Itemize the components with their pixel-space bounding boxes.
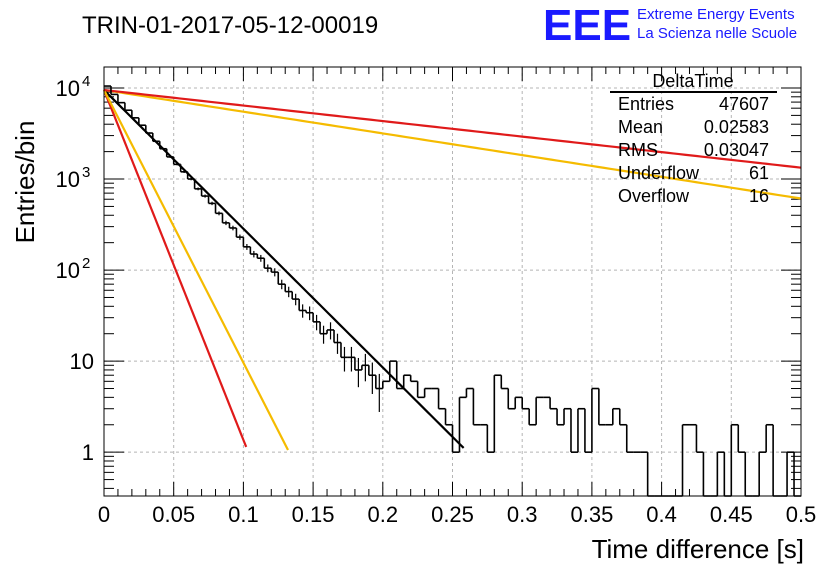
stats-value: 61 bbox=[749, 163, 769, 183]
y-tick-label: 10 bbox=[56, 167, 80, 192]
fit-curve bbox=[103, 88, 802, 169]
y-tick-label: 1 bbox=[82, 440, 94, 465]
x-tick-label: 0.05 bbox=[152, 502, 195, 527]
fit-curve bbox=[103, 88, 802, 200]
x-tick-label: 0.5 bbox=[786, 502, 817, 527]
y-axis-label: Entries/bin bbox=[10, 121, 40, 244]
plot-frame bbox=[103, 66, 802, 497]
chart-title: TRIN-01-2017-05-12-00019 bbox=[82, 12, 378, 39]
y-tick-label: 10 bbox=[56, 258, 80, 283]
stats-box-name: DeltaTime bbox=[652, 71, 733, 91]
fit-curve bbox=[103, 89, 289, 451]
x-tick-label: 0 bbox=[98, 502, 110, 527]
fit-curve bbox=[103, 89, 465, 449]
stats-label: Mean bbox=[618, 117, 663, 137]
stats-label: Overflow bbox=[618, 186, 690, 206]
stats-value: 16 bbox=[749, 186, 769, 206]
stats-label: Entries bbox=[618, 94, 674, 114]
stats-value: 0.02583 bbox=[704, 117, 769, 137]
y-tick-label: 10 bbox=[70, 349, 94, 374]
x-tick-label: 0.2 bbox=[368, 502, 399, 527]
histogram bbox=[104, 85, 801, 497]
x-axis-label: Time difference [s] bbox=[592, 534, 804, 564]
logo-mark: EEE bbox=[543, 1, 631, 50]
y-tick-exponent: 3 bbox=[82, 164, 90, 181]
x-tick-label: 0.35 bbox=[570, 502, 613, 527]
stats-value: 0.03047 bbox=[704, 140, 769, 160]
stats-value: 47607 bbox=[719, 94, 769, 114]
logo-line-2: La Scienza nelle Scuole bbox=[637, 25, 797, 42]
fit-curve bbox=[102, 89, 248, 448]
x-tick-label: 0.25 bbox=[431, 502, 474, 527]
x-tick-label: 0.45 bbox=[710, 502, 753, 527]
y-tick-exponent: 4 bbox=[82, 73, 90, 90]
stats-label: RMS bbox=[618, 140, 658, 160]
x-tick-label: 0.3 bbox=[507, 502, 538, 527]
x-tick-label: 0.15 bbox=[292, 502, 335, 527]
stats-box: DeltaTime Entries 47607 Mean 0.02583 RMS 0.03… bbox=[610, 71, 777, 206]
y-tick-label: 10 bbox=[56, 76, 80, 101]
x-tick-label: 0.1 bbox=[228, 502, 259, 527]
stats-label: Underflow bbox=[618, 163, 700, 183]
axis-ticks bbox=[103, 67, 802, 496]
x-tick-labels: 0 0.05 0.1 0.15 0.2 0.25 0.3 0.35 0.4 0.45 0.5 bbox=[98, 502, 816, 527]
x-tick-label: 0.4 bbox=[646, 502, 677, 527]
logo-line-1: Extreme Energy Events bbox=[637, 6, 795, 23]
y-tick-exponent: 2 bbox=[82, 255, 90, 272]
